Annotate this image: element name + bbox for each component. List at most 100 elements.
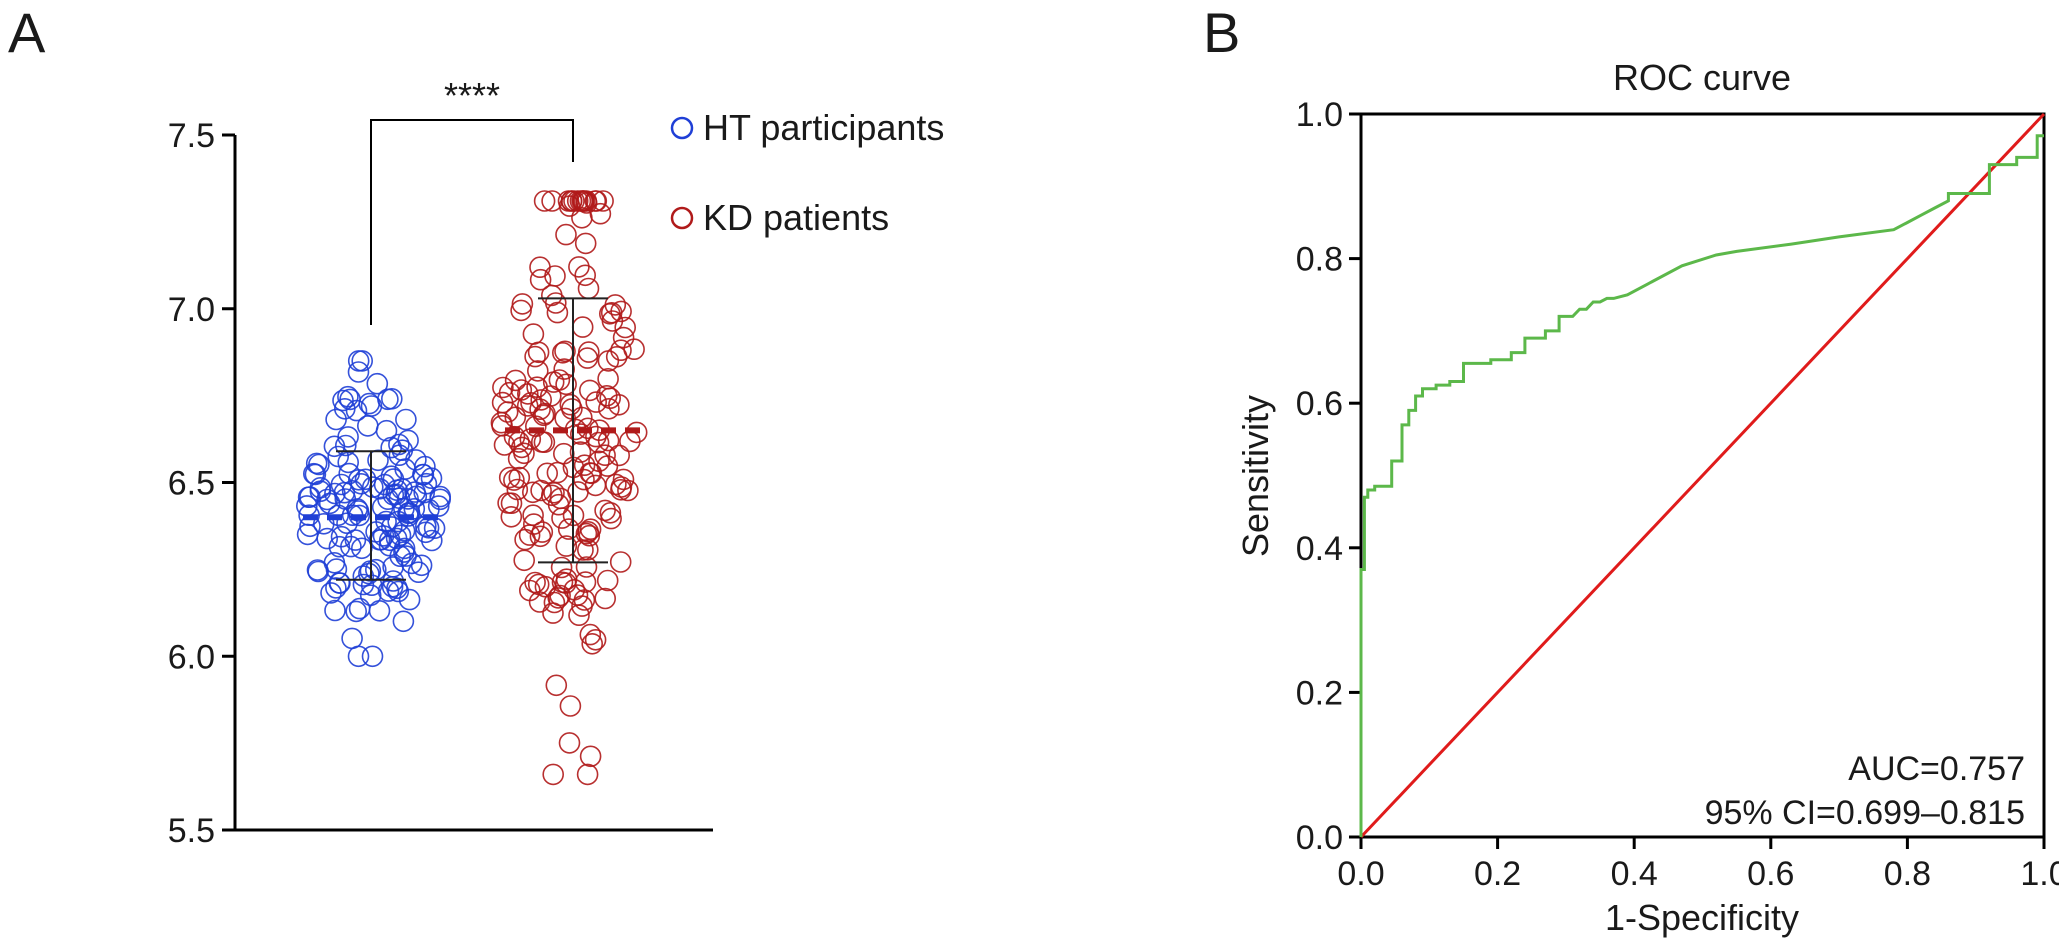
data-point — [578, 524, 601, 547]
data-point — [324, 599, 346, 622]
data-point — [544, 265, 566, 287]
data-point — [518, 524, 541, 546]
data-point — [530, 389, 553, 411]
data-point — [510, 299, 532, 322]
data-point — [526, 360, 549, 382]
data-point — [330, 473, 353, 496]
data-point — [372, 525, 395, 547]
data-point — [585, 391, 608, 413]
data-point — [377, 580, 400, 602]
data-point — [366, 372, 389, 395]
data-point — [385, 527, 408, 550]
data-point — [555, 223, 577, 246]
data-point — [559, 393, 582, 416]
data-point — [581, 632, 604, 655]
data-point — [551, 571, 574, 594]
data-point — [316, 488, 338, 511]
data-point — [529, 268, 552, 291]
data-point — [553, 358, 576, 380]
data-point — [341, 627, 363, 650]
data-point — [403, 497, 426, 520]
panel-b-roc-chart: ROC curve 0.0 0.2 0.4 0.6 0.8 1.0 0.00.20.40.… — [1235, 57, 2059, 938]
data-point — [352, 573, 375, 596]
data-point — [557, 518, 580, 540]
data-point — [388, 433, 410, 456]
data-point — [576, 347, 599, 369]
data-point — [541, 190, 563, 212]
data-point — [325, 577, 347, 599]
data-point — [397, 502, 419, 525]
roc-x-tick-label: 0.2 — [1474, 855, 1521, 893]
data-point — [395, 408, 417, 431]
data-point — [544, 292, 567, 314]
data-point — [530, 479, 552, 502]
data-point — [596, 455, 619, 477]
data-point — [527, 341, 550, 364]
roc-plot-frame — [1359, 112, 2046, 839]
data-point — [347, 350, 370, 372]
data-point — [391, 478, 413, 500]
data-point — [596, 569, 619, 592]
roc-y-ticks: 0.0 0.2 0.4 0.6 0.8 1.0 — [1296, 96, 1361, 857]
data-point — [490, 411, 513, 434]
data-point — [348, 597, 371, 620]
data-point — [550, 556, 573, 579]
data-point — [395, 545, 417, 567]
roc-y-tick-label: 0.2 — [1296, 674, 1343, 712]
data-point — [619, 430, 641, 453]
data-point — [529, 398, 551, 421]
data-point — [555, 373, 577, 396]
data-point — [617, 479, 639, 502]
data-point — [578, 379, 601, 402]
data-point — [347, 500, 370, 522]
data-point — [600, 507, 622, 530]
data-point — [576, 763, 599, 786]
data-point — [328, 535, 351, 558]
data-point — [308, 453, 330, 476]
data-point — [524, 571, 546, 594]
roc-x-tick-label: 0.0 — [1337, 855, 1384, 893]
data-point — [316, 527, 339, 550]
data-point — [323, 435, 346, 458]
data-point — [543, 481, 565, 504]
data-point — [498, 466, 521, 489]
data-point — [337, 385, 359, 408]
data-point — [330, 525, 353, 548]
data-point — [549, 584, 571, 607]
roc-x-axis-title: 1-Specificity — [1605, 897, 1799, 938]
data-point — [299, 486, 321, 508]
data-point — [529, 525, 552, 548]
data-point — [358, 392, 381, 415]
data-point — [345, 600, 368, 623]
legend-ht-marker — [670, 116, 694, 140]
data-point — [569, 423, 592, 445]
data-point — [307, 560, 330, 583]
data-point — [522, 513, 545, 535]
data-point — [575, 522, 598, 545]
data-point — [391, 439, 414, 462]
data-point — [548, 369, 571, 391]
data-point — [605, 345, 628, 368]
data-point — [571, 316, 594, 338]
data-point — [594, 444, 616, 467]
data-point — [569, 190, 592, 212]
data-point — [368, 599, 391, 622]
data-point — [375, 419, 398, 442]
panel-a-dots — [295, 190, 648, 786]
data-point — [377, 488, 399, 511]
data-point — [398, 588, 421, 611]
data-point — [571, 595, 593, 617]
data-point — [380, 516, 403, 538]
data-point — [598, 397, 620, 420]
data-point — [507, 447, 530, 470]
data-point — [610, 476, 633, 498]
data-point — [574, 232, 597, 255]
panel-a-stats — [303, 297, 641, 581]
roc-y-axis-title: Sensitivity — [1235, 395, 1276, 557]
data-point — [546, 301, 569, 324]
data-point — [579, 745, 602, 768]
data-point — [526, 376, 548, 399]
data-point — [545, 674, 568, 697]
data-point — [380, 387, 403, 410]
data-point — [600, 301, 623, 324]
